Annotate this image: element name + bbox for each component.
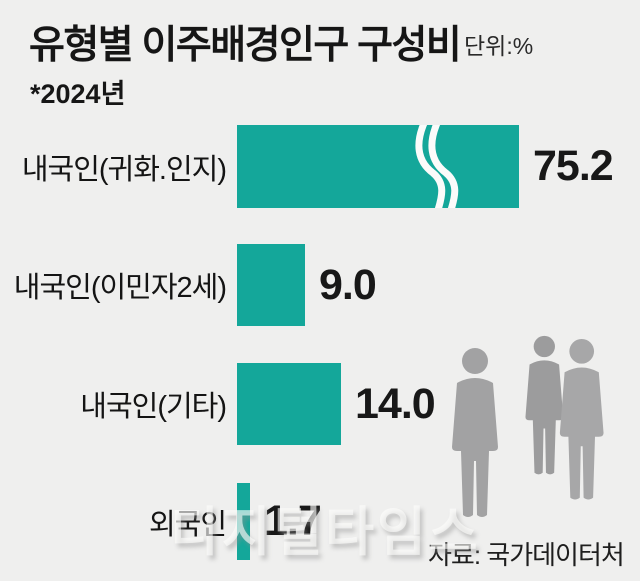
year-note: *2024년: [30, 79, 126, 109]
bar: [237, 483, 250, 560]
bar: [237, 244, 305, 326]
value-label: 1.7: [264, 497, 322, 545]
chart-row: 내국인(기타) 14.0: [0, 363, 640, 445]
value-label: 9.0: [319, 260, 377, 309]
person-silhouette-icon: [559, 338, 604, 500]
category-label: 내국인(기타): [80, 391, 227, 423]
truncation-squiggle-icon: [415, 125, 459, 208]
category-label: 내국인(이민자2세): [13, 272, 227, 304]
source-credit: 자료: 국가데이터처: [428, 540, 625, 570]
chart-row: 내국인(귀화.인지) 75.2: [0, 125, 640, 208]
chart-row: 내국인(이민자2세) 9.0: [0, 244, 640, 326]
category-label: 외국인: [148, 508, 227, 541]
chart-title: 유형별 이주배경인구 구성비: [29, 24, 462, 67]
unit-label: 단위:%: [464, 33, 534, 59]
person-silhouette-icon: [525, 335, 564, 475]
person-silhouette-icon: [452, 348, 498, 517]
value-label: 14.0: [355, 379, 436, 428]
bar: [237, 363, 341, 445]
chart-row: 외국인 1.7: [0, 483, 640, 560]
bar: [237, 125, 519, 208]
value-label: 75.2: [533, 142, 614, 190]
category-label: 내국인(귀화.인지): [21, 153, 227, 186]
three-standing-people-silhouette: [452, 335, 604, 517]
